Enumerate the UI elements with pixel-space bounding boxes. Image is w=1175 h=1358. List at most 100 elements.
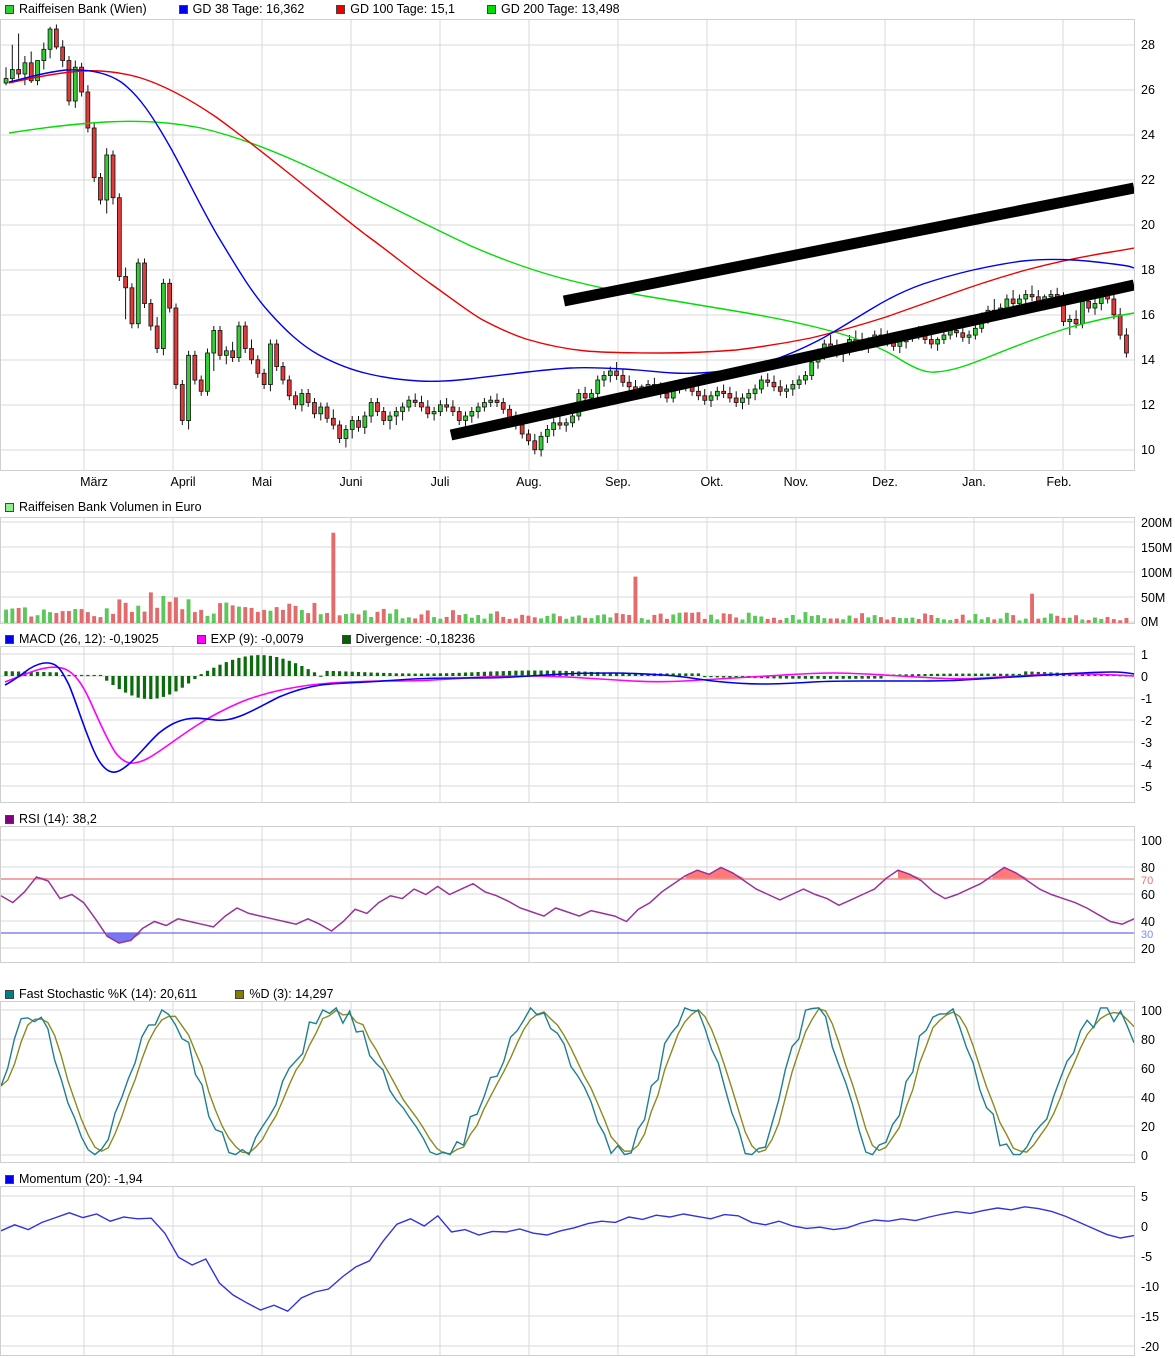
volume-legend: Raiffeisen Bank Volumen in Euro bbox=[0, 498, 1175, 517]
stoch-tick-4: 20 bbox=[1141, 1119, 1155, 1134]
stoch-tick-5: 0 bbox=[1141, 1148, 1148, 1163]
macd-tick-3: -2 bbox=[1141, 713, 1153, 728]
ma38-line bbox=[8, 69, 1134, 383]
mom-tick-3: -10 bbox=[1141, 1279, 1160, 1294]
momentum-axis: 5 0 -5 -10 -15 -20 bbox=[1137, 1186, 1175, 1356]
mom-tick-2: -5 bbox=[1141, 1249, 1153, 1264]
legend-item-ma200: GD 200 Tage: 13,498 bbox=[487, 0, 620, 19]
xtick-nov: Nov. bbox=[783, 475, 809, 489]
price-tick-4: 20 bbox=[1141, 217, 1155, 232]
momentum-legend: Momentum (20): -1,94 bbox=[0, 1170, 1175, 1189]
momentum-panel: Momentum (20): -1,94 5 bbox=[0, 1170, 1175, 1358]
rsi-tick-overbought: 70 bbox=[1141, 874, 1154, 887]
price-tick-0: 28 bbox=[1141, 37, 1155, 52]
candlestick-series bbox=[3, 24, 1129, 457]
exp-color-swatch bbox=[196, 635, 206, 644]
momentum-svg bbox=[1, 1187, 1134, 1355]
xtick-feb: Feb. bbox=[1046, 475, 1072, 489]
mom-tick-1: 0 bbox=[1141, 1219, 1148, 1234]
price-tick-2: 24 bbox=[1141, 127, 1155, 142]
macd-exp-line bbox=[4, 666, 1134, 764]
stochastic-panel: Fast Stochastic %K (14): 20,611 %D (3): … bbox=[0, 985, 1175, 1165]
legend-item-macd: MACD (26, 12): -0,19025 bbox=[5, 630, 159, 649]
price-gridlines bbox=[1, 20, 1134, 470]
xtick-aug: Aug. bbox=[516, 475, 542, 489]
legend-item-divergence: Divergence: -0,18236 bbox=[341, 630, 475, 649]
macd-legend: MACD (26, 12): -0,19025 EXP (9): -0,0079… bbox=[0, 630, 1175, 649]
xtick-juni: Juni bbox=[339, 475, 363, 489]
momentum-plot[interactable] bbox=[0, 1186, 1135, 1356]
ma100-color-swatch bbox=[336, 5, 346, 14]
legend-label-ma100: GD 100 Tage: 15,1 bbox=[350, 2, 455, 16]
percent-d-color-swatch bbox=[235, 990, 245, 999]
price-tick-9: 10 bbox=[1141, 442, 1155, 457]
rsi-panel: RSI (14): 38,2 bbox=[0, 810, 1175, 965]
rsi-tick-oversold: 30 bbox=[1141, 928, 1154, 941]
legend-label-percent-k: Fast Stochastic %K (14): 20,611 bbox=[19, 987, 198, 1001]
legend-item-rsi: RSI (14): 38,2 bbox=[5, 810, 97, 829]
stochastic-gridlines bbox=[1, 1002, 1134, 1162]
volume-tick-2: 100M bbox=[1141, 565, 1173, 580]
legend-item-percent-k: Fast Stochastic %K (14): 20,611 bbox=[5, 985, 197, 1004]
trend-channel bbox=[449, 182, 1134, 441]
stoch-tick-0: 100 bbox=[1141, 1003, 1162, 1018]
rsi-axis: 100 80 70 60 40 30 20 bbox=[1137, 826, 1175, 963]
legend-label-percent-d: %D (3): 14,297 bbox=[249, 987, 334, 1001]
volume-color-swatch bbox=[5, 503, 14, 512]
legend-label-ma200: GD 200 Tage: 13,498 bbox=[501, 2, 620, 16]
macd-tick-5: -4 bbox=[1141, 757, 1153, 772]
ma200-color-swatch bbox=[487, 5, 496, 14]
price-tick-8: 12 bbox=[1141, 397, 1155, 412]
legend-item-volume: Raiffeisen Bank Volumen in Euro bbox=[5, 498, 202, 517]
price-legend: Raiffeisen Bank (Wien) GD 38 Tage: 16,36… bbox=[0, 0, 1175, 19]
stoch-tick-3: 40 bbox=[1141, 1090, 1155, 1105]
rsi-tick-20: 20 bbox=[1141, 941, 1155, 956]
rsi-tick-40: 40 bbox=[1141, 914, 1155, 929]
xtick-okt: Okt. bbox=[700, 475, 724, 489]
legend-item-ma100: GD 100 Tage: 15,1 bbox=[336, 0, 455, 19]
macd-tick-4: -3 bbox=[1141, 735, 1153, 750]
volume-panel: Raiffeisen Bank Volumen in Euro bbox=[0, 498, 1175, 630]
macd-tick-0: 1 bbox=[1141, 647, 1148, 662]
xtick-mai: Mai bbox=[251, 475, 273, 489]
rsi-tick-100: 100 bbox=[1141, 833, 1162, 848]
legend-label-volume: Raiffeisen Bank Volumen in Euro bbox=[19, 500, 202, 514]
stoch-tick-2: 60 bbox=[1141, 1061, 1155, 1076]
rsi-plot[interactable] bbox=[0, 826, 1135, 963]
volume-bars bbox=[4, 532, 1129, 623]
stochastic-svg bbox=[1, 1002, 1134, 1162]
xtick-juli: Juli bbox=[430, 475, 450, 489]
macd-plot[interactable] bbox=[0, 646, 1135, 803]
stochastic-plot[interactable] bbox=[0, 1001, 1135, 1163]
price-tick-7: 14 bbox=[1141, 352, 1155, 367]
stoch-tick-1: 80 bbox=[1141, 1032, 1155, 1047]
legend-item-percent-d: %D (3): 14,297 bbox=[235, 985, 333, 1004]
volume-plot[interactable] bbox=[0, 517, 1135, 624]
volume-tick-3: 50M bbox=[1141, 590, 1166, 605]
price-tick-1: 26 bbox=[1141, 82, 1155, 97]
volume-tick-4: 0M bbox=[1141, 614, 1159, 629]
ma38-color-swatch bbox=[178, 5, 188, 14]
mom-tick-4: -15 bbox=[1141, 1309, 1160, 1324]
legend-item-instrument: Raiffeisen Bank (Wien) bbox=[5, 0, 147, 19]
price-plot[interactable] bbox=[0, 19, 1135, 471]
rsi-color-swatch bbox=[5, 815, 14, 824]
macd-line bbox=[4, 662, 1134, 773]
xtick-dez: Dez. bbox=[872, 475, 898, 489]
rsi-overbought-fill bbox=[36, 867, 1028, 879]
price-panel: Raiffeisen Bank (Wien) GD 38 Tage: 16,36… bbox=[0, 0, 1175, 495]
percent-d-line bbox=[1, 1007, 1134, 1155]
macd-panel: MACD (26, 12): -0,19025 EXP (9): -0,0079… bbox=[0, 630, 1175, 805]
mom-tick-5: -20 bbox=[1141, 1339, 1160, 1354]
xtick-jan: Jan. bbox=[962, 475, 986, 489]
percent-k-color-swatch bbox=[5, 990, 14, 999]
price-tick-6: 16 bbox=[1141, 307, 1155, 322]
xtick-april: April bbox=[170, 475, 196, 489]
rsi-legend: RSI (14): 38,2 bbox=[0, 810, 1175, 829]
momentum-gridlines bbox=[1, 1187, 1134, 1355]
price-tick-5: 18 bbox=[1141, 262, 1155, 277]
price-axis: 28 26 24 22 20 18 16 14 12 10 bbox=[1137, 19, 1175, 471]
macd-svg bbox=[1, 647, 1134, 802]
percent-k-line bbox=[1, 1006, 1134, 1156]
